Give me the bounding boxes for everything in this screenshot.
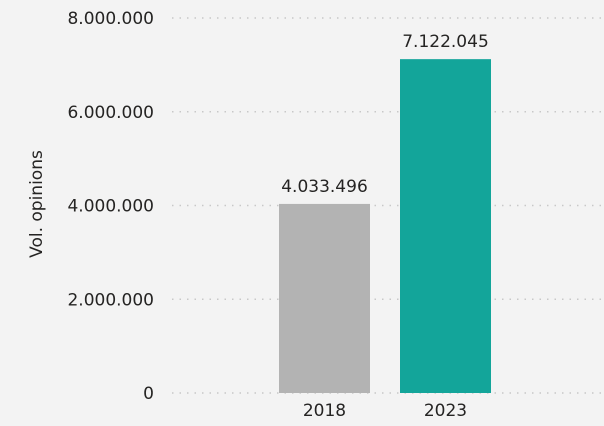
y-tick-label: 2.000.000 (67, 290, 154, 310)
data-labels: 4.033.496 7.122.045 (281, 32, 489, 197)
gridlines (172, 17, 604, 394)
data-label-2023: 7.122.045 (402, 32, 489, 52)
y-axis-tick-labels: 0 2.000.000 4.000.000 6.000.000 8.000.000 (67, 9, 154, 404)
data-label-2018: 4.033.496 (281, 177, 368, 197)
y-tick-label: 8.000.000 (67, 9, 154, 29)
bars (279, 59, 491, 393)
x-tick-label-2018: 2018 (303, 401, 346, 421)
bar-2018 (279, 203, 370, 393)
x-axis-tick-labels: 2018 2023 (303, 401, 467, 421)
bar-2023 (400, 59, 491, 393)
x-tick-label-2023: 2023 (424, 401, 467, 421)
y-tick-label: 6.000.000 (67, 103, 154, 123)
y-tick-label: 0 (143, 384, 154, 404)
y-tick-label: 4.000.000 (67, 197, 154, 217)
y-axis-title: Vol. opinions (27, 150, 47, 258)
